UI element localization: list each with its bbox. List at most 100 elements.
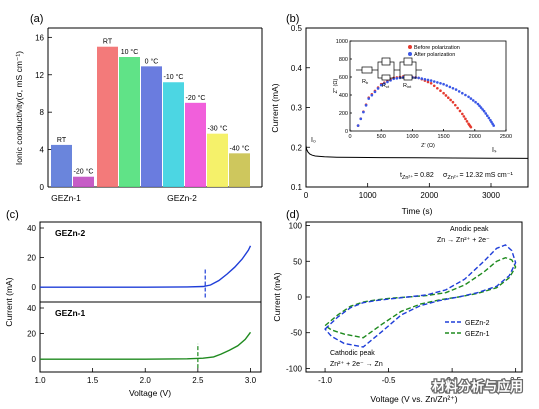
a-bar-gezn-2-5 (207, 133, 228, 187)
b-inset-point-after (464, 93, 467, 97)
b-inset-legend-after: After polarization (414, 52, 455, 58)
b-inset-legend-after-marker (408, 52, 412, 56)
b-x-tick-label: 2000 (420, 191, 438, 200)
c-y-tick-label: 40 (27, 304, 36, 313)
panel-a: (a) 0 4 8 12 16 RT -20 °C RT 10 °C 0 °C -10 °C -20… (14, 13, 263, 203)
c-y-tick-label: 20 (27, 330, 36, 339)
b-inset-ticks: 0 500 1000 1500 2000 2500 0 200 400 600 800 1000 (336, 39, 512, 140)
a-bar-label: -10 °C (164, 73, 184, 81)
b-inset-point-before (426, 80, 430, 84)
c-x-tick-label: 1.5 (87, 376, 99, 385)
b-inset-point-before (446, 96, 450, 99)
d-legend-gezn2: GEZn-2 (465, 320, 490, 327)
circuit-rint-main: R (403, 83, 407, 89)
circuit-rb-label: Rb (362, 79, 369, 85)
b-i0-label: I₀ (311, 137, 316, 144)
b-inset-x-tick-label: 500 (377, 134, 386, 140)
b-tzn-annotation: tZn²⁺= 0.82 (400, 172, 434, 181)
a-y-tick-label: 4 (40, 146, 45, 155)
b-inset-point-after (423, 77, 427, 81)
b-sigma-sub: Zn²⁺ (447, 174, 458, 181)
panel-d-label: (d) (286, 209, 299, 221)
b-inset-point-after (432, 80, 436, 83)
b-inset-frame (349, 40, 507, 132)
a-bar-label: RT (57, 137, 67, 144)
a-y-tick-label: 8 (40, 108, 45, 117)
b-sigma-label: σ (443, 172, 448, 179)
a-bar-label: RT (103, 39, 113, 46)
c-gezn2-label: GEZn-2 (55, 228, 85, 238)
a-bar-label: 10 °C (121, 48, 139, 56)
b-inset-point-after (356, 124, 360, 127)
a-bar-gezn-1-1 (73, 176, 94, 187)
b-inset-point-before (442, 91, 445, 95)
b-inset-point-before (456, 106, 459, 110)
b-inset-point-after (439, 82, 442, 85)
b-inset-point-after (451, 86, 455, 90)
circuit-rct-main: R (382, 83, 386, 89)
b-inset-point-before (462, 115, 466, 118)
b-inset-x-tick-label: 0 (348, 134, 351, 140)
b-inset-point-after (395, 77, 399, 80)
b-inset-point-after (445, 84, 449, 87)
d-x-tick-label: 0.5 (510, 376, 522, 385)
b-inset-point-before (439, 89, 442, 93)
b-inset-point-before (464, 117, 467, 121)
b-inset-point-after (482, 109, 486, 113)
b-inset-point-after (376, 87, 380, 90)
b-inset-point-after (429, 79, 433, 82)
a-bar-gezn-2-1 (119, 56, 140, 188)
d-y-tick-label: -100 (286, 364, 303, 373)
c-x-tick-label: 2.5 (192, 376, 204, 385)
c-gezn1-label: GEZn-1 (55, 308, 85, 318)
circuit-rct-sub: ct (386, 84, 390, 89)
panel-a-label: (a) (30, 13, 43, 25)
b-inset-point-after (484, 112, 488, 115)
b-y-label: Current (mA) (270, 83, 280, 132)
c-x-tick-label: 3.0 (245, 376, 257, 385)
b-inset-point-before (454, 103, 457, 107)
a-bar-label: -20 °C (74, 168, 94, 176)
panel-b-label: (b) (286, 13, 299, 25)
d-x-label: Voltage (V vs. Zn/Zn²⁺) (370, 394, 457, 404)
d-ticks: -1.0 -0.5 0.0 0.5 -100 -50 0 50 100 (286, 222, 522, 385)
b-inset-point-after (420, 77, 424, 80)
b-x-label: Time (s) (402, 206, 433, 216)
d-x-tick-label: -0.5 (382, 376, 396, 385)
c-x-tick-label: 1.0 (34, 376, 46, 385)
d-anodic-eq: Zn → Zn²⁺ + 2e⁻ (437, 237, 490, 244)
b-inset-x-tick-label: 1000 (406, 134, 418, 140)
circuit-rint-sub: int (407, 84, 412, 89)
a-y-ticks: 0 4 8 12 16 (35, 33, 52, 192)
a-y-tick-label: 16 (35, 33, 44, 42)
b-inset-point-before (436, 86, 439, 90)
d-y-label: Current (mA) (272, 272, 282, 321)
b-inset-point-after (426, 78, 430, 82)
d-x-tick-label: -1.0 (318, 376, 332, 385)
c-bottom-frame (39, 301, 262, 373)
b-inset-point-after (479, 106, 483, 109)
a-bar-label: -40 °C (230, 144, 250, 152)
circuit-rb-main: R (362, 79, 366, 85)
b-inset-point-before (444, 94, 448, 97)
circuit-rct (381, 74, 391, 81)
c-y-label: Current (mA) (4, 277, 14, 326)
b-y-tick-label: 0.4 (291, 64, 303, 73)
b-inset-x-tick-label: 1500 (437, 134, 449, 140)
b-inset-point-after (386, 80, 389, 84)
a-group-label-gezn2: GEZn-2 (167, 193, 197, 203)
d-anodic-title: Anodic peak (450, 226, 489, 233)
b-inset-y-tick-label: 1000 (336, 39, 348, 45)
panel-c: (c) 1.0 1.5 2.0 2.5 3.0 0 20 40 0 20 40 GEZn-2 GEZ… (4, 209, 262, 398)
b-inset-point-after (476, 102, 480, 106)
b-sigma-annotation: σZn²⁺= 12.32 mS cm⁻¹ (443, 172, 513, 181)
a-bars: RT -20 °C RT 10 °C 0 °C -10 °C -20 °C -30 °C -40… (51, 39, 250, 188)
b-y-tick-label: 0.5 (291, 24, 303, 33)
b-inset-y-label: Z" (Ω) (333, 79, 339, 94)
c-y-tick-label: 0 (32, 355, 37, 364)
d-y-tick-label: 100 (289, 222, 303, 231)
b-inset-point-after (362, 110, 365, 114)
b-inset-point-before (429, 82, 433, 85)
b-inset-x-tick-label: 2500 (500, 134, 512, 140)
